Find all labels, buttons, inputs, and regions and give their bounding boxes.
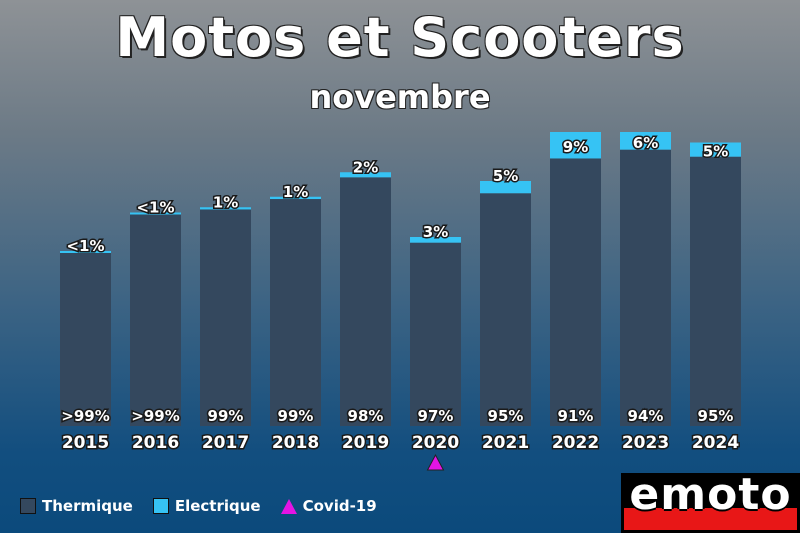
label-thermique-2017: 99% [208,407,244,425]
bar-thermique-2021 [480,193,531,426]
tick-label-2018: 2018 [272,433,319,453]
bar-electrique-2022 [550,132,601,159]
logo-red-band [624,508,797,530]
triangle-icon [280,498,297,514]
label-electrique-2024: 5% [703,143,728,161]
label-thermique-2021: 95% [488,407,524,425]
legend-item-thermique: Thermique [20,497,133,515]
tick-label-2023: 2023 [622,433,669,453]
tick-label-2022: 2022 [552,433,599,453]
tick-label-2015: 2015 [62,433,109,453]
legend-swatch-thermique [20,498,36,514]
bar-electrique-2023 [620,132,671,150]
legend-item-electrique: Electrique [152,497,261,515]
label-electrique-2016: <1% [136,199,174,217]
bar-thermique-2017 [200,209,251,426]
label-thermique-2023: 94% [628,407,664,425]
bar-electrique-2016 [130,212,181,215]
bar-thermique-2022 [550,158,601,426]
bar-thermique-2018 [270,199,321,426]
legend-label-covid: Covid-19 [302,497,377,515]
label-thermique-2020: 97% [418,407,454,425]
legend-label-electrique: Electrique [174,497,261,515]
legend-item-covid: Covid-19 [280,497,377,515]
label-electrique-2015: <1% [66,237,104,255]
bar-electrique-2020 [410,237,461,243]
bar-electrique-2024 [690,142,741,157]
bar-thermique-2019 [340,177,391,426]
legend-label-thermique: Thermique [42,497,133,515]
label-thermique-2024: 95% [698,407,734,425]
label-thermique-2019: 98% [348,407,384,425]
chart-subtitle: novembre [309,78,491,116]
tick-label-2024: 2024 [692,433,739,453]
label-thermique-2018: 99% [278,407,314,425]
bar-electrique-2017 [200,207,251,210]
label-electrique-2017: 1% [213,193,238,211]
chart-title: Motos et Scooters [115,6,685,69]
label-electrique-2018: 1% [283,183,308,201]
bar-electrique-2021 [480,181,531,194]
bar-thermique-2023 [620,149,671,426]
label-electrique-2019: 2% [353,158,378,176]
label-electrique-2020: 3% [423,223,448,241]
legend-swatch-electrique [152,498,169,514]
logo-text: emoto [629,469,792,520]
label-electrique-2022: 9% [563,138,588,156]
bar-thermique-2016 [130,214,181,426]
tick-label-2021: 2021 [482,433,529,453]
tick-label-2020: 2020 [412,433,459,453]
legend: Thermique Electrique Covid-19 [20,496,377,516]
tick-label-2019: 2019 [342,433,389,453]
emoto-logo: emoto [621,469,800,533]
annotation-covid-marker [426,453,445,471]
tick-label-2016: 2016 [132,433,179,453]
bar-thermique-2015 [60,253,111,426]
bar-thermique-2024 [690,156,741,427]
tick-label-2017: 2017 [202,433,249,453]
label-thermique-2015: >99% [61,407,109,425]
label-thermique-2016: >99% [131,407,179,425]
label-electrique-2021: 5% [493,167,518,185]
bar-electrique-2015 [60,251,111,253]
label-thermique-2022: 91% [558,407,594,425]
label-electrique-2023: 6% [633,134,658,152]
bar-thermique-2020 [410,242,461,426]
bar-electrique-2019 [340,172,391,178]
bar-electrique-2018 [270,196,321,200]
